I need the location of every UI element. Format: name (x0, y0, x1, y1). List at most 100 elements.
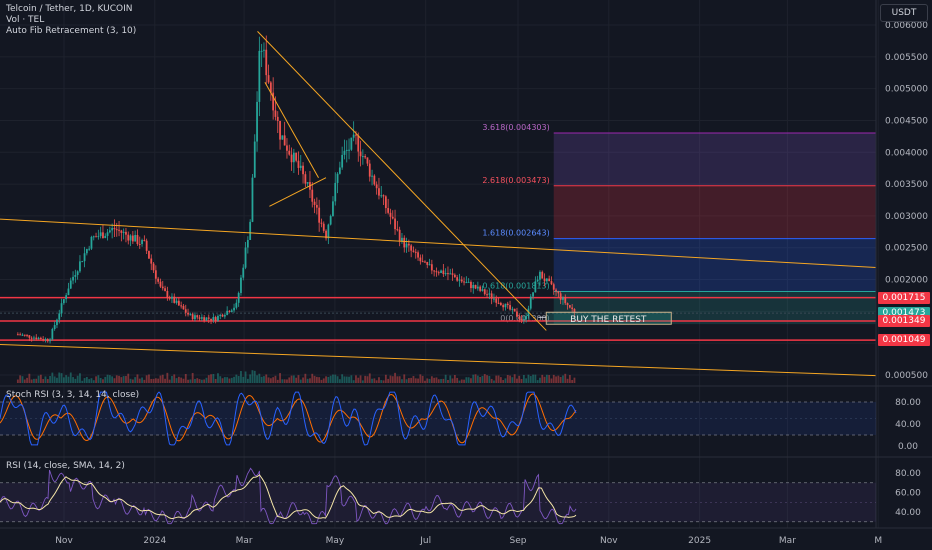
volume-bar (442, 378, 445, 383)
candle-body (145, 240, 148, 251)
candle-body (350, 137, 353, 150)
candle-body (166, 290, 169, 298)
candle-body (433, 270, 436, 272)
candle-body (313, 201, 316, 205)
volume-bar (378, 377, 380, 383)
volume-bar (403, 374, 406, 383)
volume-bar (490, 378, 493, 383)
candle-body (371, 175, 373, 177)
volume-bar (90, 378, 93, 383)
candle-body (297, 160, 300, 168)
volume-bar (520, 379, 523, 383)
volume-bar (189, 379, 192, 383)
candle-body (207, 317, 210, 319)
volume-bar (564, 373, 567, 383)
volume-bar (182, 378, 185, 383)
volume-bar (359, 375, 362, 383)
candle-body (424, 261, 426, 263)
candle-body (148, 250, 150, 259)
volume-bar (290, 375, 293, 383)
volume-bar (493, 380, 495, 383)
volume-bar (552, 374, 555, 383)
candle-body (60, 303, 63, 314)
candle-body (42, 339, 45, 341)
volume-bar (173, 374, 176, 383)
candle-body (33, 337, 35, 339)
candle-body (180, 305, 183, 307)
candle-body (359, 151, 362, 157)
candle-body (536, 279, 539, 282)
volume-bar (177, 376, 180, 383)
candle-body (447, 273, 449, 275)
currency-button[interactable]: USDT (880, 4, 928, 22)
volume-bar (453, 375, 456, 383)
candle-body (104, 235, 107, 239)
x-tick-label: Mar (236, 536, 253, 546)
candle-body (263, 49, 265, 51)
rsi-line (0, 467, 577, 525)
candle-body (173, 296, 176, 303)
fib-zone (553, 185, 876, 239)
volume-bar (322, 378, 325, 383)
candle-body (274, 110, 277, 117)
volume-bar (60, 373, 63, 383)
volume-bar (203, 379, 206, 383)
candle-body (143, 240, 146, 242)
volume-bar (127, 373, 130, 383)
volume-bar (39, 374, 42, 383)
volume-bar (562, 375, 564, 383)
volume-bar (502, 380, 505, 383)
candle-body (490, 293, 493, 299)
candle-body (283, 135, 286, 146)
candle-body (92, 236, 95, 238)
candle-body (380, 195, 383, 197)
candle-body (230, 310, 233, 312)
volume-bar (463, 379, 465, 383)
stoch-tick-label: 80.00 (895, 398, 921, 408)
candle-body (539, 271, 541, 280)
volume-bar (350, 375, 353, 383)
candle-body (476, 286, 479, 289)
volume-bar (548, 375, 551, 383)
candle-body (44, 338, 47, 340)
volume-bar (191, 372, 194, 383)
candle-body (391, 216, 394, 219)
candle-body (233, 307, 235, 311)
candle-body (419, 257, 422, 262)
volume-bar (348, 376, 350, 383)
candle-body (19, 334, 22, 336)
volume-bar (69, 372, 72, 383)
volume-bar (258, 373, 261, 383)
volume-bar (513, 374, 516, 383)
candle-body (111, 227, 114, 231)
stoch-d-line (0, 393, 577, 444)
volume-bar (534, 374, 537, 383)
candle-body (168, 297, 171, 299)
volume-bar (456, 377, 459, 383)
candle-body (177, 300, 180, 306)
volume-bar (543, 376, 546, 383)
symbol-legend: Telcoin / Tether, 1D, KUCOIN (6, 4, 133, 14)
candle-body (355, 134, 357, 136)
volume-bar (49, 376, 51, 383)
candle-body (115, 229, 118, 231)
volume-bar (394, 372, 396, 383)
volume-bar (506, 375, 509, 383)
rsi-legend: RSI (14, close, SMA, 14, 2) (6, 461, 125, 471)
volume-bar (35, 378, 38, 383)
y-tick-label: 0.004000 (885, 148, 928, 158)
trend-line (257, 31, 547, 331)
volume-bar (338, 379, 341, 383)
volume-bar (550, 378, 553, 383)
candle-body (269, 82, 272, 93)
volume-bar (120, 377, 123, 383)
candle-body (522, 319, 525, 321)
x-tick-label: Jul (419, 536, 431, 546)
volume-bar (136, 374, 139, 383)
volume-bar (46, 379, 49, 383)
candle-body (221, 314, 224, 317)
volume-bar (421, 375, 424, 383)
volume-bar (371, 378, 373, 383)
rsi-ma-line (0, 474, 577, 520)
